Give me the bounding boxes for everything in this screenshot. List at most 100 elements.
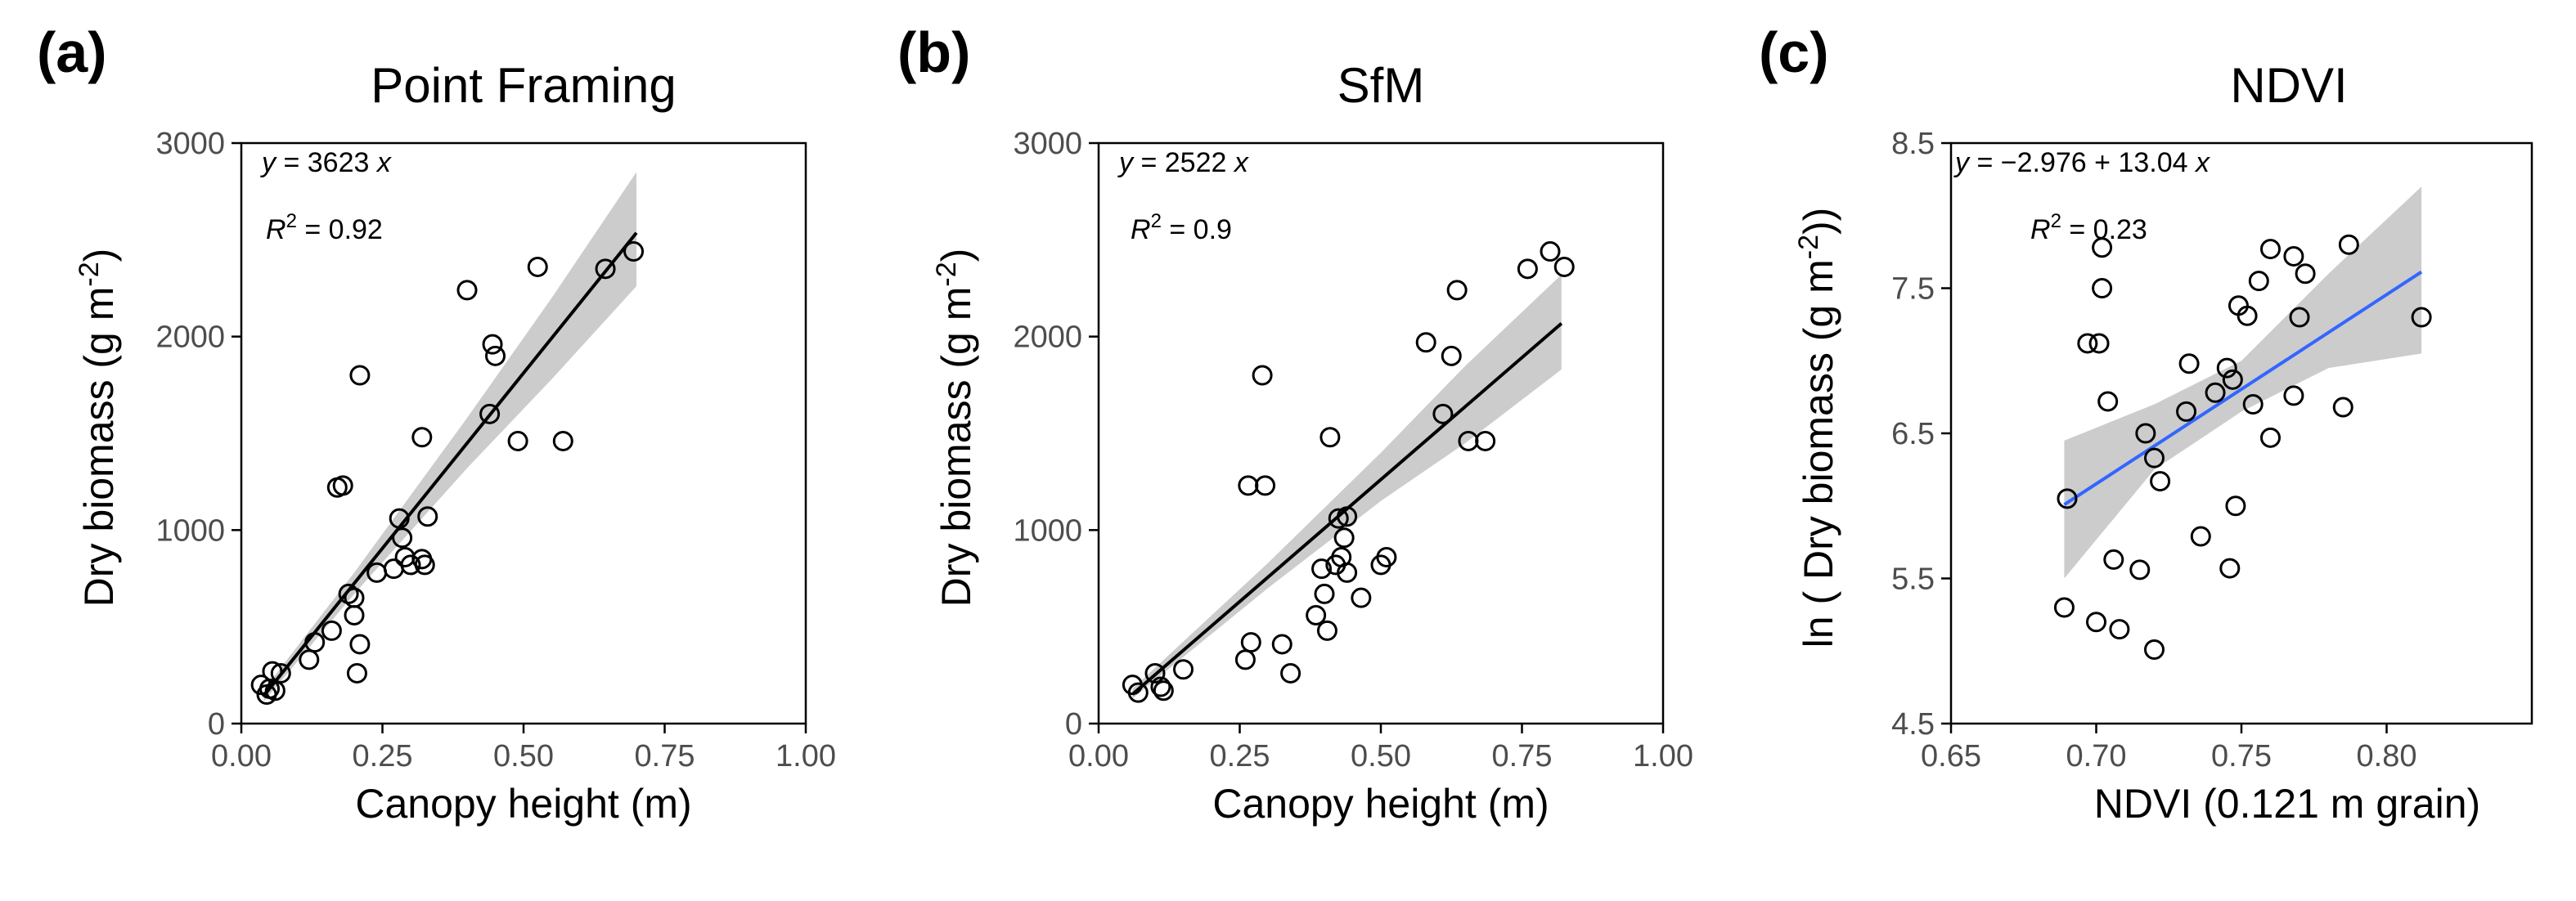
data-point (1351, 587, 1372, 608)
equation-label: y = 2522 x (1117, 147, 1249, 178)
data-point (2109, 619, 2130, 640)
y-axis-title-text: Dry biomass (g m (76, 287, 122, 607)
data-point (1255, 475, 1276, 496)
data-point (2225, 495, 2246, 517)
plot-area: 0.00 0.25 0.50 0.75 1.00 0 1000 2000 3000 (155, 127, 836, 773)
equation-label: y = 3623 x (260, 147, 392, 178)
data-point (304, 632, 326, 653)
data-point (595, 258, 616, 280)
y-tick-label: 8.5 (1891, 127, 1935, 161)
data-point (482, 334, 503, 355)
data-point (1333, 527, 1355, 549)
data-point (1150, 676, 1171, 697)
data-point (332, 475, 353, 496)
y-tick-label: 1000 (1013, 513, 1082, 548)
plot-area: 0.00 0.25 0.50 0.75 1.00 0 1000 2000 3000 (1013, 127, 1693, 773)
data-point (1144, 662, 1166, 684)
data-point (1441, 345, 1462, 366)
y-axis-title-exponent: -2 (931, 262, 962, 286)
x-tick-label: 0.00 (211, 739, 272, 773)
panel-label: (b) (897, 20, 970, 84)
panel-label: (a) (37, 20, 107, 84)
data-point (1127, 682, 1149, 703)
data-point (1319, 427, 1341, 448)
data-point (1316, 620, 1337, 641)
regression-line (263, 231, 638, 697)
equation-body: = −2.976 + 13.04 (1969, 147, 2196, 178)
y-axis-title-text: ln ( Dry biomass (g m (1796, 259, 1841, 648)
x-tick-label: 0.65 (1921, 739, 1981, 773)
data-point (2242, 394, 2264, 415)
data-point (346, 662, 367, 684)
x-axis-title: Canopy height (m) (1212, 781, 1549, 827)
data-point (1337, 506, 1358, 527)
y-tick-label: 2000 (1013, 321, 1082, 355)
data-point (2092, 237, 2113, 258)
y-tick-label: 5.5 (1891, 563, 1935, 597)
data-point (349, 365, 371, 386)
data-point (623, 241, 645, 262)
data-point (2205, 382, 2226, 403)
r-squared-exponent: 2 (2051, 210, 2061, 232)
y-tick-label: 0 (208, 707, 225, 742)
equation-lhs: y (1117, 147, 1135, 178)
data-point (1271, 634, 1292, 655)
data-point (485, 345, 506, 366)
data-point (2144, 639, 2165, 660)
x-tick-label: 0.50 (1351, 739, 1411, 773)
data-point (2411, 307, 2432, 328)
y-tick-label: 2000 (155, 321, 225, 355)
x-tick-label: 1.00 (775, 739, 836, 773)
data-point (1432, 403, 1454, 424)
x-axis-title: NDVI (0.121 m grain) (2094, 781, 2480, 827)
y-axis-title: Dry biomass (g m-2) (931, 249, 979, 607)
r-squared-label: R2 = 0.9 (1131, 210, 1232, 245)
data-point (2295, 263, 2316, 285)
data-point (2190, 526, 2211, 547)
y-axis-title: ln ( Dry biomass (g m-2)) (1793, 208, 1841, 648)
data-point (2289, 307, 2310, 328)
y-tick-label: 0 (1065, 707, 1082, 742)
chart-title: Point Framing (371, 58, 676, 113)
y-tick-label: 6.5 (1891, 417, 1935, 451)
panel-a: 0.00 0.25 0.50 0.75 1.00 0 1000 2000 3000 (a) Po… (37, 20, 836, 827)
data-point (2097, 391, 2119, 412)
y-tick-label: 1000 (155, 513, 225, 548)
data-point (1153, 680, 1174, 702)
x-tick-label: 0.75 (1492, 739, 1553, 773)
data-point (2283, 385, 2304, 406)
r-squared-symbol: R (266, 214, 286, 245)
r-squared-exponent: 2 (286, 210, 297, 232)
y-tick-label: 3000 (155, 127, 225, 161)
data-point (414, 554, 435, 576)
data-point (2086, 612, 2106, 633)
data-point (2103, 549, 2124, 570)
data-point (456, 280, 478, 301)
equation-lhs: y (260, 147, 277, 178)
data-point (344, 587, 365, 608)
data-point (349, 634, 371, 655)
data-point (2260, 239, 2281, 260)
r-squared-value: = 0.9 (1162, 214, 1232, 245)
x-tick-label: 0.25 (1210, 739, 1270, 773)
data-point (1540, 241, 1561, 262)
data-point (2176, 401, 2197, 422)
data-point (2129, 559, 2151, 580)
data-point (1337, 562, 1358, 583)
data-point (1376, 546, 1397, 567)
data-point (2260, 427, 2281, 448)
data-point (1173, 659, 1194, 680)
data-point (2332, 397, 2353, 418)
data-point (1314, 583, 1335, 604)
data-point (2150, 471, 2171, 492)
equation-lhs: y (1953, 147, 1971, 178)
r-squared-symbol: R (2030, 214, 2051, 245)
y-tick-label: 4.5 (1891, 707, 1935, 742)
data-point (1311, 558, 1333, 580)
r-squared-exponent: 2 (1151, 210, 1162, 232)
chart-title: NDVI (2230, 58, 2347, 113)
equation-body: = 2522 (1133, 147, 1234, 178)
y-axis-title-close: )) (1796, 208, 1841, 235)
panel-label: (c) (1759, 20, 1829, 84)
